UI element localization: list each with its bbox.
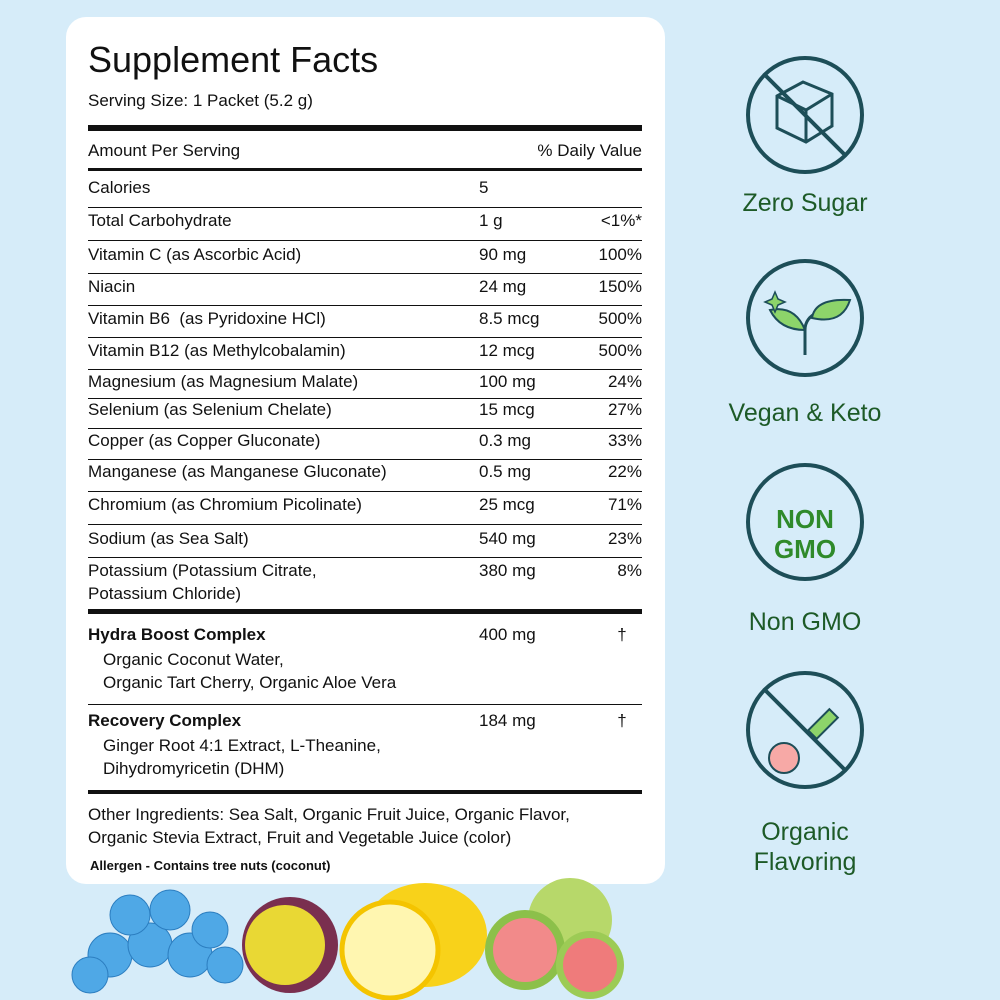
- daily-value: 500%: [598, 341, 642, 360]
- flavor-icon: [768, 707, 840, 774]
- title: Supplement Facts: [88, 39, 379, 80]
- amount: 8.5 mcg: [479, 309, 540, 328]
- amount: 0.3 mg: [479, 431, 531, 450]
- rule: [88, 337, 642, 338]
- amount: 184 mg: [479, 711, 536, 730]
- badge-icon-text: NON: [776, 504, 834, 534]
- rule: [88, 428, 642, 429]
- rule: [88, 790, 642, 794]
- rule: [88, 491, 642, 492]
- rule: [88, 125, 642, 131]
- nutrient-name: Vitamin B12 (as Methylcobalamin): [88, 341, 346, 360]
- complex-ingredient: Organic Tart Cherry, Organic Aloe Vera: [103, 673, 397, 692]
- facts-panel: [66, 17, 665, 884]
- amount: 400 mg: [479, 625, 536, 644]
- nutrient-name: Vitamin C (as Ascorbic Acid): [88, 245, 302, 264]
- nutrient-name: Vitamin B6 (as Pyridoxine HCl): [88, 309, 326, 328]
- nutrient-name: Potassium Chloride): [88, 584, 242, 603]
- daily-value: 71%: [607, 495, 642, 514]
- other-ingredients: Organic Stevia Extract, Fruit and Vegeta…: [88, 828, 512, 847]
- amount: 90 mg: [479, 245, 527, 264]
- daily-value: 8%: [617, 561, 642, 580]
- daily-value: 100%: [598, 245, 642, 264]
- amount: 15 mcg: [479, 400, 535, 419]
- serving-size: Serving Size: 1 Packet (5.2 g): [88, 91, 313, 110]
- nutrient-name: Manganese (as Manganese Gluconate): [88, 462, 387, 481]
- rule: [88, 524, 642, 525]
- fruits: [71, 878, 624, 1000]
- rule: [88, 207, 642, 208]
- daily-value: 27%: [607, 400, 642, 419]
- badge-label: Flavoring: [753, 848, 857, 876]
- rule: [88, 305, 642, 306]
- badge-label: Zero Sugar: [742, 189, 868, 217]
- nutrient-name: Sodium (as Sea Salt): [88, 529, 249, 548]
- badge-label: Vegan & Keto: [728, 399, 882, 427]
- amount: 1 g: [479, 211, 503, 230]
- complex-name: Hydra Boost Complex: [88, 625, 266, 644]
- nutrient-name: Niacin: [88, 277, 136, 296]
- rule: [88, 398, 642, 399]
- rule: [88, 557, 642, 558]
- amount: 12 mcg: [479, 341, 535, 360]
- daily-value: 24%: [607, 372, 642, 391]
- allergen: Allergen - Contains tree nuts (coconut): [90, 858, 331, 873]
- badge-label: Organic: [761, 818, 849, 846]
- nutrient-name: Total Carbohydrate: [88, 211, 232, 230]
- header-amount: Amount Per Serving: [88, 141, 241, 160]
- amount: 540 mg: [479, 529, 536, 548]
- rule: [88, 168, 642, 171]
- badge-icon-text: GMO: [773, 534, 837, 564]
- daily-value: 23%: [607, 529, 642, 548]
- complex-ingredient: Ginger Root 4:1 Extract, L-Theanine,: [103, 736, 381, 755]
- badge-icons: [746, 56, 864, 789]
- nutrient-name: Chromium (as Chromium Picolinate): [88, 495, 362, 514]
- complex-ingredient: Organic Coconut Water,: [103, 650, 284, 669]
- rule: [88, 609, 642, 614]
- daily-value: 150%: [598, 277, 642, 296]
- leaf-icon: [763, 290, 852, 355]
- nutrient-name: Magnesium (as Magnesium Malate): [88, 372, 359, 391]
- amount: 5: [479, 178, 489, 197]
- amount: 380 mg: [479, 561, 536, 580]
- nutrient-name: Copper (as Copper Gluconate): [88, 431, 321, 450]
- header-dv: % Daily Value: [537, 141, 642, 160]
- rule: [88, 240, 642, 241]
- daily-value: 33%: [607, 431, 642, 450]
- nutrient-name: Calories: [88, 178, 151, 197]
- other-ingredients: Other Ingredients: Sea Salt, Organic Fru…: [88, 805, 570, 824]
- amount: 0.5 mg: [479, 462, 531, 481]
- complex-name: Recovery Complex: [88, 711, 242, 730]
- rule: [88, 704, 642, 705]
- amount: 100 mg: [479, 372, 536, 391]
- nutrient-name: Potassium (Potassium Citrate,: [88, 561, 317, 580]
- nutrient-name: Selenium (as Selenium Chelate): [88, 400, 332, 419]
- daily-value: †: [617, 625, 627, 644]
- amount: 25 mcg: [479, 495, 535, 514]
- badge-label: Non GMO: [748, 608, 862, 636]
- daily-value: †: [617, 711, 627, 730]
- amount: 24 mg: [479, 277, 527, 296]
- rule: [88, 369, 642, 370]
- complex-ingredient: Dihydromyricetin (DHM): [103, 759, 285, 778]
- daily-value: <1%*: [600, 211, 642, 230]
- daily-value: 22%: [607, 462, 642, 481]
- rule: [88, 273, 642, 274]
- daily-value: 500%: [598, 309, 642, 328]
- rule: [88, 459, 642, 460]
